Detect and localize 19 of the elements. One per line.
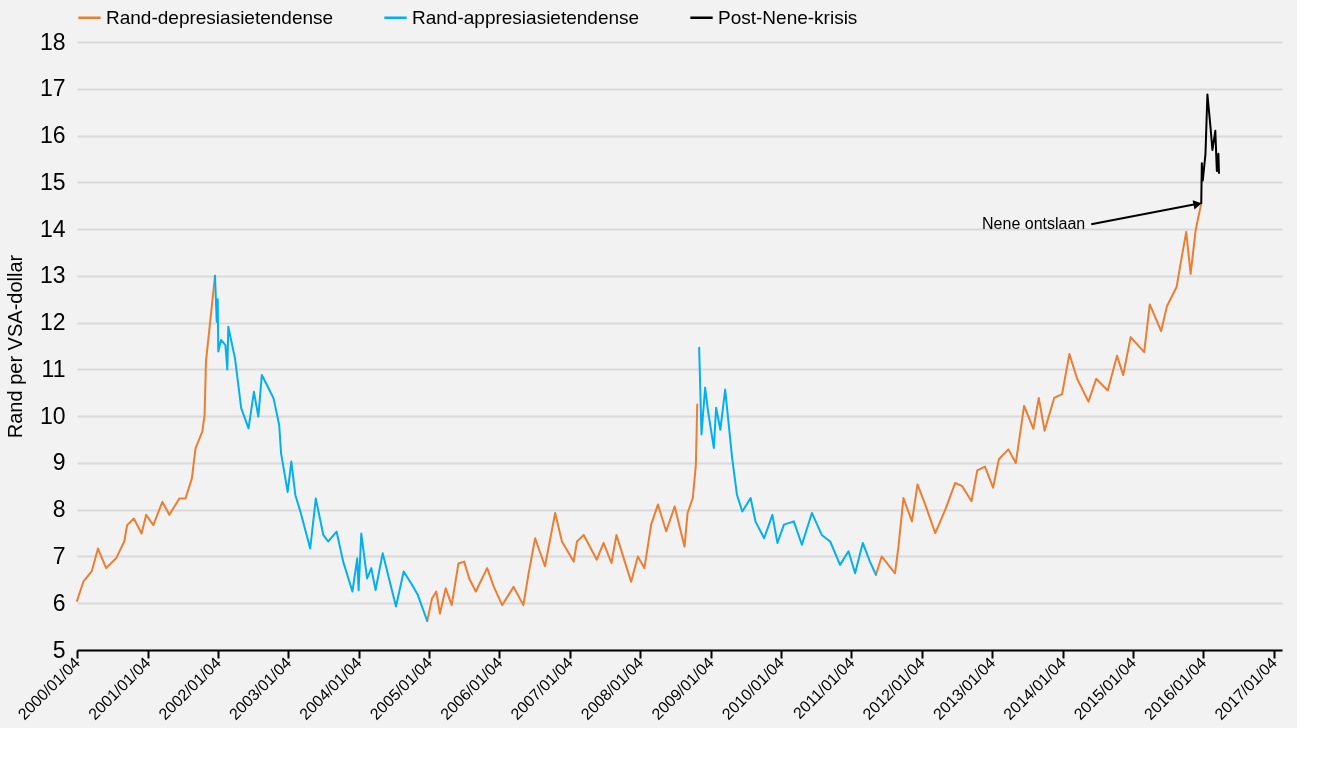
- y-tick-label: 5: [52, 636, 66, 663]
- legend-label: Rand-depresiasietendense: [106, 6, 334, 28]
- y-tick-label: 8: [52, 496, 66, 523]
- legend-label: Post-Nene-krisis: [718, 6, 858, 28]
- y-tick-label: 14: [39, 215, 66, 242]
- legend-label: Rand-appresiasietendense: [412, 6, 640, 28]
- y-tick-label: 6: [52, 589, 66, 616]
- y-tick-label: 10: [39, 402, 66, 429]
- y-tick-label: 15: [39, 168, 66, 195]
- y-tick-label: 12: [39, 309, 66, 336]
- y-tick-label: 13: [39, 262, 66, 289]
- y-tick-label: 16: [39, 122, 66, 149]
- y-tick-label: 11: [41, 355, 66, 382]
- annotation: Nene ontslaan: [982, 215, 1086, 233]
- y-tick-label: 9: [52, 449, 66, 476]
- y-axis-title: Rand per VSA-dollar: [3, 254, 26, 439]
- y-tick-label: 7: [52, 542, 66, 569]
- y-tick-label: 18: [39, 28, 66, 55]
- y-tick-label: 17: [39, 75, 66, 102]
